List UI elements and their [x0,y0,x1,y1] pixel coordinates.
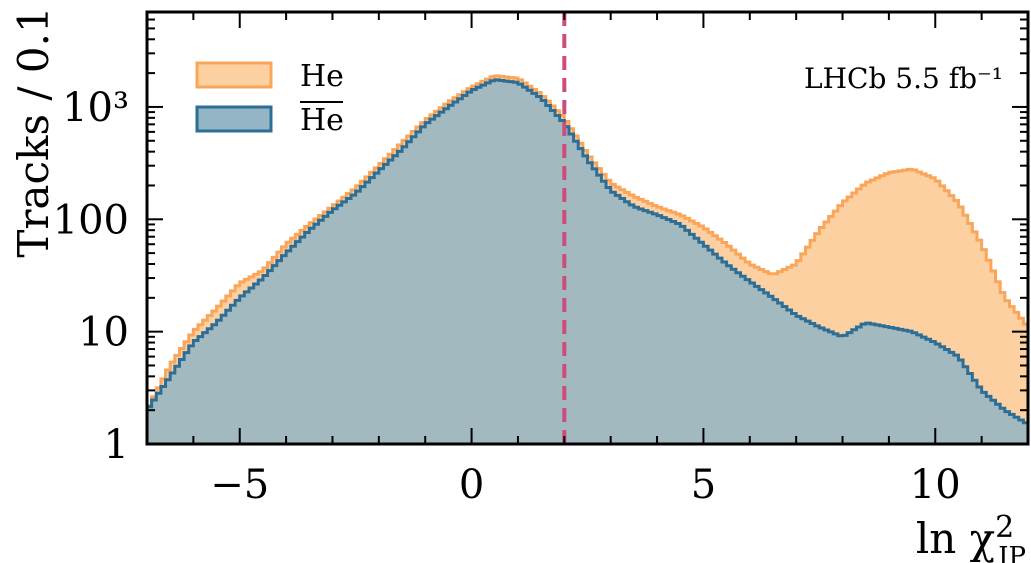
legend-label-antihe: He [300,103,344,138]
x-tick-label: 10 [910,462,961,508]
y-tick-label: 100 [53,197,129,243]
x-axis-title: ln χ2 IP [916,510,1026,563]
y-tick-label: 10 [78,310,129,356]
x-tick-label: 0 [459,462,484,508]
legend-label-he: He [300,59,344,94]
legend-swatch-he [195,61,273,89]
ticks-layer: −5 0 5 10 1 10 100 10³ [53,11,1029,508]
series-outline-0 [147,74,1028,408]
x-tick-label: 5 [691,462,716,508]
series-fill-1 [147,79,1028,445]
experiment-annotation: LHCb 5.5 fb⁻¹ [804,62,1003,95]
legend: He He [195,59,344,138]
histogram-layer [147,74,1028,445]
y-tick-label: 10³ [62,85,129,131]
legend-swatch-antihe [195,105,273,133]
series-outline-1 [147,78,1028,425]
x-tick-label: −5 [210,462,269,508]
plot-frame [145,10,1030,446]
y-tick-label: 1 [104,422,129,468]
y-axis-title: Tracks / 0.1 [9,6,58,257]
